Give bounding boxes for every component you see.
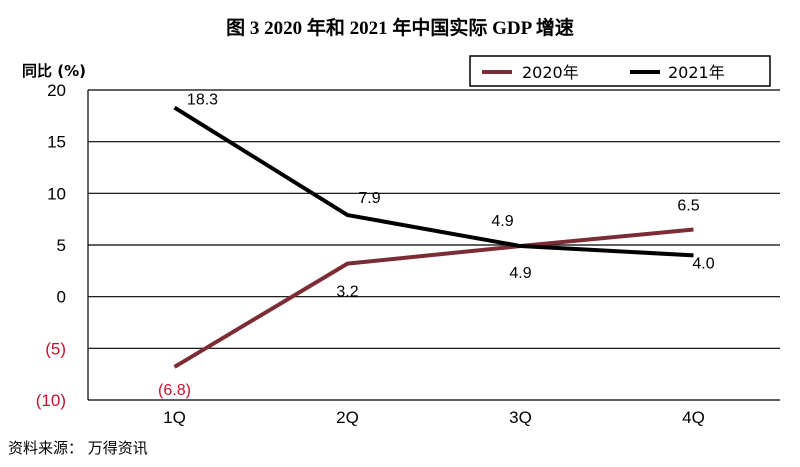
- x-tick-labels: 1Q 2Q 3Q 4Q: [163, 408, 705, 427]
- data-label: 4.0: [692, 255, 714, 272]
- data-label: (6.8): [158, 382, 191, 399]
- x-tick-label: 1Q: [163, 408, 186, 427]
- data-label: 18.3: [187, 92, 218, 109]
- series-lines: [173, 105, 694, 369]
- series-line-2021年: [173, 105, 694, 258]
- y-axis-label: 同比 (%): [22, 62, 86, 80]
- x-tick-label: 3Q: [509, 408, 532, 427]
- data-label: 7.9: [358, 190, 380, 207]
- legend-box: [469, 55, 771, 87]
- y-tick-label: 10: [47, 184, 66, 203]
- y-tick-label: (5): [45, 339, 66, 358]
- legend-label-2021: 2021年: [668, 63, 725, 82]
- legend-label-2020: 2020年: [522, 63, 579, 82]
- y-tick-label: 5: [57, 236, 66, 255]
- data-label: 6.5: [677, 198, 699, 215]
- legend: 2020年 2021年: [469, 55, 771, 87]
- series-line-2020年: [173, 227, 694, 369]
- y-tick-label: 0: [57, 288, 66, 307]
- chart-title: 图 3 2020 年和 2021 年中国实际 GDP 增速: [226, 16, 574, 39]
- data-label: 3.2: [336, 284, 358, 301]
- data-label: 4.9: [509, 265, 531, 282]
- y-tick-label: 15: [47, 133, 66, 152]
- data-labels: (6.8) 3.2 4.9 6.5 18.3 7.9 4.9 4.0: [158, 92, 715, 399]
- gridlines: [87, 89, 780, 401]
- y-tick-label: (10): [36, 391, 66, 410]
- source-note: 资料来源： 万得资讯: [8, 439, 148, 457]
- y-tick-label: 20: [47, 81, 66, 100]
- x-tick-label: 4Q: [682, 408, 705, 427]
- x-tick-label: 2Q: [336, 408, 359, 427]
- data-label: 4.9: [491, 213, 513, 230]
- y-tick-labels: 20 15 10 5 0 (5) (10): [36, 81, 66, 410]
